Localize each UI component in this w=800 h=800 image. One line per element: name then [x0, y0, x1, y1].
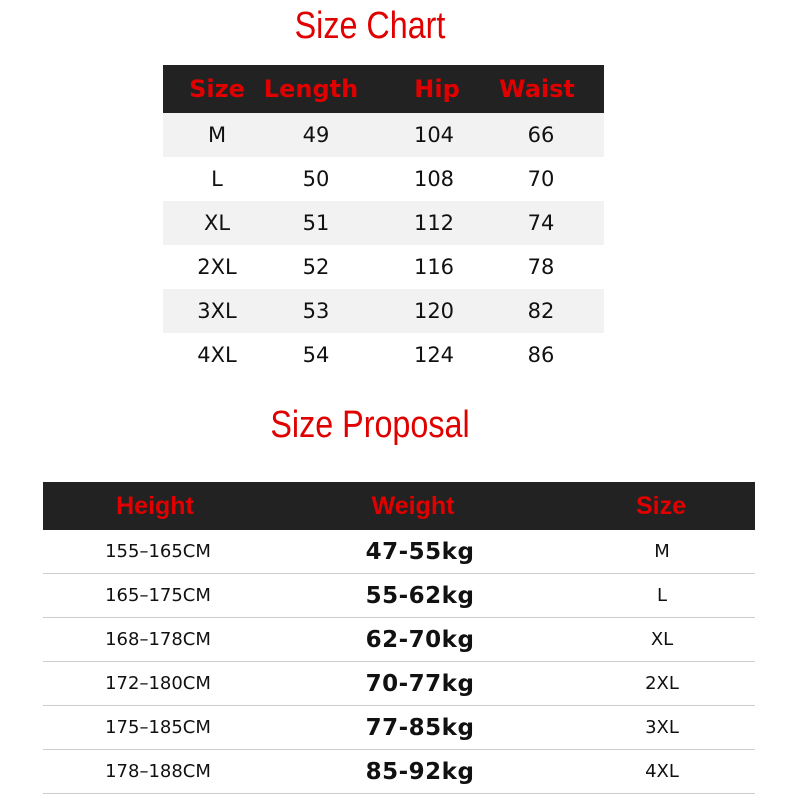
table-row: 2XL 52 116 78	[163, 245, 604, 289]
cell-size: L	[656, 585, 668, 606]
cell-waist: 78	[527, 255, 555, 279]
size-chart-title: Size Chart	[294, 5, 446, 47]
header-length: Length	[263, 75, 359, 103]
cell-length: 52	[302, 255, 330, 279]
cell-length: 54	[302, 343, 330, 367]
header-height: Height	[116, 491, 194, 520]
size-proposal-header: Height Weight Size	[43, 482, 755, 530]
cell-size: 2XL	[197, 255, 237, 279]
cell-length: 49	[302, 123, 330, 147]
cell-hip: 124	[413, 343, 455, 367]
cell-size: M	[654, 541, 670, 562]
cell-waist: 86	[527, 343, 555, 367]
cell-waist: 70	[527, 167, 555, 191]
cell-hip: 104	[413, 123, 455, 147]
cell-size: L	[211, 167, 223, 191]
cell-waist: 66	[527, 123, 555, 147]
table-row: 4XL 54 124 86	[163, 333, 604, 377]
cell-weight: 55-62kg	[365, 582, 475, 609]
table-row: 175–185CM 77-85kg 3XL	[43, 706, 755, 750]
size-proposal-table: Height Weight Size 155–165CM 47-55kg M 165–…	[43, 482, 755, 794]
cell-hip: 120	[413, 299, 455, 323]
table-row: 3XL 53 120 82	[163, 289, 604, 333]
table-row: 178–188CM 85-92kg 4XL	[43, 750, 755, 794]
cell-height: 168–178CM	[105, 629, 211, 650]
header-size: Size	[189, 75, 245, 103]
cell-waist: 82	[527, 299, 555, 323]
table-row: XL 51 112 74	[163, 201, 604, 245]
cell-weight: 62-70kg	[365, 626, 475, 653]
header-weight: Weight	[371, 491, 455, 520]
cell-size: 3XL	[197, 299, 237, 323]
cell-size: 3XL	[645, 717, 679, 738]
cell-size: M	[207, 123, 227, 147]
table-row: 172–180CM 70-77kg 2XL	[43, 662, 755, 706]
header-size: Size	[635, 491, 687, 520]
cell-height: 175–185CM	[105, 717, 211, 738]
table-row: L 50 108 70	[163, 157, 604, 201]
table-row: 155–165CM 47-55kg M	[43, 530, 755, 574]
cell-size: XL	[650, 629, 674, 650]
cell-waist: 74	[527, 211, 555, 235]
size-proposal-title: Size Proposal	[270, 404, 470, 446]
cell-height: 178–188CM	[105, 761, 211, 782]
header-waist: Waist	[499, 75, 575, 103]
size-chart-header: Size Length Hip Waist	[163, 65, 604, 113]
cell-length: 50	[302, 167, 330, 191]
cell-weight: 85-92kg	[365, 758, 475, 785]
table-row: 168–178CM 62-70kg XL	[43, 618, 755, 662]
cell-size: 4XL	[197, 343, 237, 367]
size-chart-table: Size Length Hip Waist M 49 104 66 L 50 108 70 XL…	[163, 65, 604, 377]
cell-size: 2XL	[645, 673, 679, 694]
cell-size: XL	[203, 211, 231, 235]
cell-size: 4XL	[645, 761, 679, 782]
table-row: M 49 104 66	[163, 113, 604, 157]
cell-weight: 77-85kg	[365, 714, 475, 741]
table-row: 165–175CM 55-62kg L	[43, 574, 755, 618]
cell-height: 155–165CM	[105, 541, 211, 562]
cell-length: 51	[302, 211, 330, 235]
cell-height: 172–180CM	[105, 673, 211, 694]
cell-hip: 108	[413, 167, 455, 191]
header-hip: Hip	[414, 75, 460, 103]
cell-hip: 112	[413, 211, 455, 235]
cell-weight: 47-55kg	[365, 538, 475, 565]
cell-length: 53	[302, 299, 330, 323]
cell-height: 165–175CM	[105, 585, 211, 606]
cell-hip: 116	[413, 255, 455, 279]
cell-weight: 70-77kg	[365, 670, 475, 697]
